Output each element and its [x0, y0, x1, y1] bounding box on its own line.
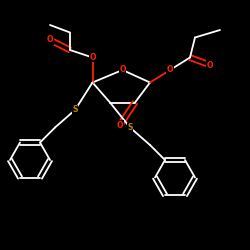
- Text: O: O: [47, 36, 53, 44]
- Text: S: S: [72, 106, 78, 114]
- Text: S: S: [127, 123, 133, 132]
- Text: O: O: [117, 120, 123, 130]
- Text: O: O: [89, 53, 96, 62]
- Text: O: O: [207, 60, 213, 70]
- Text: O: O: [167, 66, 173, 74]
- Text: O: O: [119, 66, 126, 74]
